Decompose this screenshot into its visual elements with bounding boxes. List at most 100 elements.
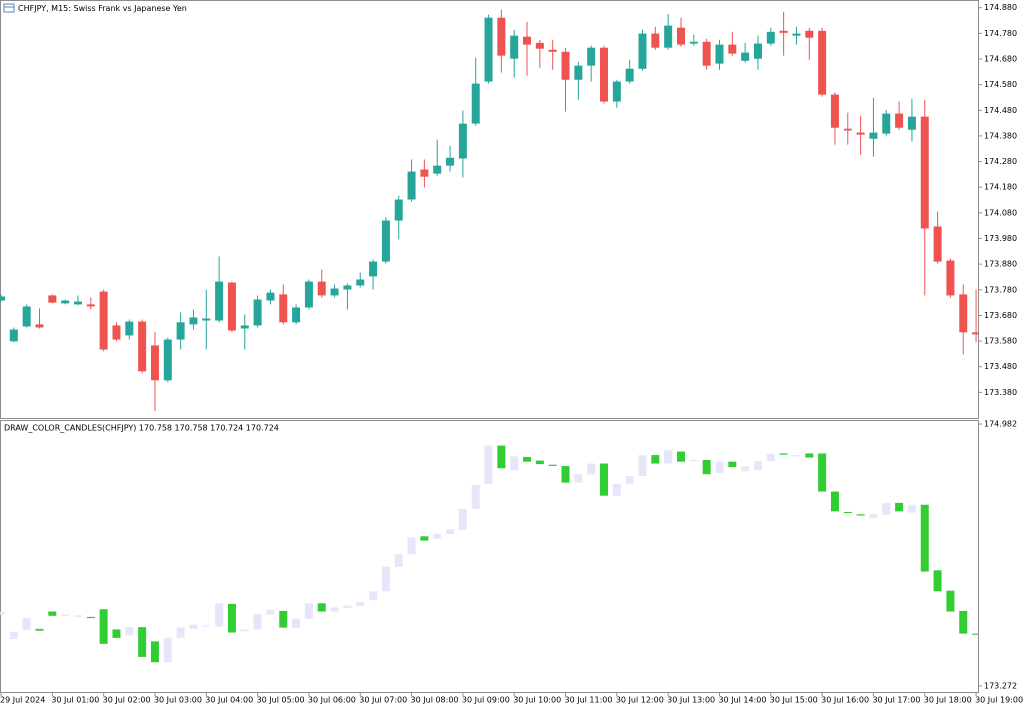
color-candle-body	[523, 456, 532, 462]
color-candle-body	[869, 514, 878, 518]
candle-body	[664, 25, 673, 48]
y-tick-label: 174.680	[984, 54, 1017, 63]
color-candle-body	[753, 461, 762, 471]
candle-body	[484, 17, 493, 82]
color-candle-body	[612, 483, 621, 496]
x-tick-label: 30 Jul 05:00	[257, 696, 305, 705]
x-tick-label: 30 Jul 12:00	[616, 696, 664, 705]
color-candle-body	[317, 603, 326, 612]
color-candle-body	[176, 627, 185, 638]
candle-body	[150, 345, 159, 381]
color-candle-body	[625, 476, 634, 484]
candle-body	[625, 68, 634, 82]
color-candle-body	[471, 484, 480, 509]
x-tick-label: 30 Jul 19:00	[975, 696, 1023, 705]
x-tick-label: 30 Jul 11:00	[565, 696, 613, 705]
color-candle-body	[304, 603, 313, 619]
color-candle-body	[202, 625, 211, 627]
color-candle-body	[689, 460, 698, 462]
color-candle-body	[99, 609, 108, 644]
candle-body	[458, 123, 467, 159]
candle-body	[22, 306, 31, 327]
color-candle-body	[741, 466, 750, 472]
x-tick-label: 30 Jul 16:00	[821, 696, 869, 705]
y-tick-label: 174.580	[984, 80, 1017, 89]
y-tick-label: 173.580	[984, 337, 1017, 346]
color-candle-body	[484, 445, 493, 484]
candle-body	[574, 65, 583, 80]
candle-body	[676, 27, 685, 45]
candle-body	[689, 41, 698, 44]
color-candle-body	[651, 455, 660, 464]
y-tick-label: 174.982	[984, 420, 1017, 429]
candle-body	[523, 36, 532, 45]
x-tick-label: 30 Jul 07:00	[359, 696, 407, 705]
color-candle-body	[446, 529, 455, 535]
candle-body	[818, 30, 827, 95]
candle-body	[227, 282, 236, 331]
color-candle-body	[266, 609, 275, 615]
y-tick-label: 173.272	[984, 682, 1017, 691]
color-candle-body	[805, 453, 814, 458]
color-candle-body	[61, 614, 70, 617]
color-candle-body	[702, 460, 711, 475]
candle-body	[407, 171, 416, 200]
color-candle-body	[420, 536, 429, 541]
x-tick-label: 30 Jul 10:00	[513, 696, 561, 705]
candle-body	[138, 321, 147, 372]
color-candle-body	[279, 610, 288, 628]
candle-body	[830, 94, 839, 128]
candle-body	[612, 81, 621, 102]
candle-body	[779, 30, 788, 33]
candle-body	[907, 116, 916, 130]
color-candle-body	[895, 502, 904, 512]
color-candle-body	[830, 491, 839, 512]
color-candle-body	[933, 570, 942, 592]
candle-body	[946, 260, 955, 296]
y-tick-label: 174.480	[984, 106, 1017, 115]
y-tick-label: 173.680	[984, 311, 1017, 320]
color-candle-body	[189, 624, 198, 629]
candle-body	[343, 285, 352, 290]
color-candle-body	[779, 453, 788, 455]
chart-title: CHFJPY, M15: Swiss Frank vs Japanese Yen	[18, 4, 187, 13]
color-candle-body	[882, 502, 891, 515]
y-tick-label: 173.880	[984, 260, 1017, 269]
color-candle-body	[856, 514, 865, 516]
candle-body	[253, 299, 262, 326]
candle-body	[766, 31, 775, 44]
color-candle-body	[394, 554, 403, 567]
x-tick-label: 30 Jul 17:00	[872, 696, 920, 705]
candle-body	[279, 294, 288, 323]
y-tick-label: 173.380	[984, 388, 1017, 397]
color-candle-body	[574, 474, 583, 483]
candle-body	[702, 41, 711, 66]
candle-body	[933, 226, 942, 262]
main-candles	[0, 9, 978, 412]
candle-body	[202, 318, 211, 321]
candle-body	[9, 329, 18, 342]
candle-body	[189, 317, 198, 325]
x-tick-label: 30 Jul 08:00	[411, 696, 459, 705]
candle-body	[856, 132, 865, 135]
candle-body	[304, 281, 313, 308]
candle-body	[535, 42, 544, 49]
y-tick-label: 174.780	[984, 29, 1017, 38]
candle-body	[266, 292, 275, 301]
candle-body	[882, 113, 891, 134]
color-candle-body	[356, 602, 365, 606]
candle-body	[638, 33, 647, 69]
x-tick-label: 30 Jul 09:00	[462, 696, 510, 705]
color-candle-body	[330, 607, 339, 612]
color-candle-body	[227, 603, 236, 633]
color-candle-body	[86, 616, 95, 619]
x-tick-label: 30 Jul 18:00	[924, 696, 972, 705]
candle-body	[356, 279, 365, 286]
color-candle-body	[138, 627, 147, 657]
x-tick-label: 30 Jul 13:00	[667, 696, 715, 705]
color-candle-body	[253, 613, 262, 630]
color-candle-body	[0, 612, 5, 615]
color-candle-body	[215, 603, 224, 627]
indicator-candles	[0, 445, 978, 663]
candle-body	[920, 116, 929, 229]
